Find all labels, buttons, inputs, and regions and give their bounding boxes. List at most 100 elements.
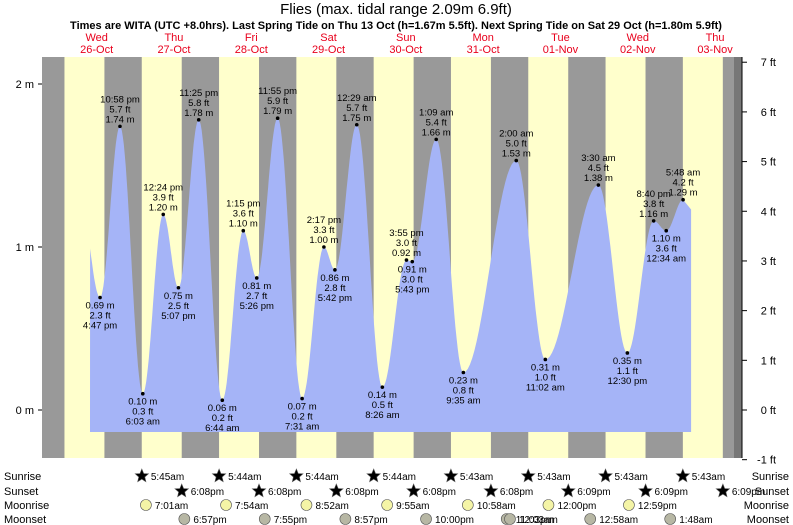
tide-label: 9:35 am xyxy=(446,396,480,407)
moonrise-icon xyxy=(623,499,635,511)
row-label-left: Moonset xyxy=(4,514,46,525)
moonset-time: 1:48am xyxy=(679,515,712,525)
moonrise-time: 8:52am xyxy=(315,501,348,512)
day-date: 02-Nov xyxy=(620,44,656,56)
tide-label: 1.0 ft xyxy=(535,372,556,383)
day-name: Thu xyxy=(706,32,725,44)
moonrise-icon xyxy=(381,499,393,511)
tide-label: 5:42 pm xyxy=(318,293,352,304)
right-tick-label: 3 ft xyxy=(761,256,776,268)
tide-label: 0.14 m xyxy=(368,390,397,401)
sunset-icon xyxy=(174,483,190,498)
tide-label: 0.23 m xyxy=(449,376,478,387)
tide-label: 1.29 m xyxy=(669,188,698,199)
moonset-icon xyxy=(178,513,191,525)
sunrise-time: 5:43am xyxy=(692,472,725,483)
tide-label: 0.92 m xyxy=(392,248,421,259)
tide-label: 3.6 ft xyxy=(656,244,677,255)
high-tide-point xyxy=(241,228,246,233)
high-tide-point xyxy=(514,158,519,163)
tide-label: 2:17 pm xyxy=(307,215,341,226)
left-tick-label: 0 m xyxy=(16,405,34,417)
tide-label: 10:58 pm xyxy=(100,94,140,105)
right-tick-label: 6 ft xyxy=(761,107,776,119)
moonset-icon xyxy=(258,513,271,525)
right-tick-label: 4 ft xyxy=(761,206,776,218)
chart-subtitle: Times are WITA (UTC +8.0hrs). Last Sprin… xyxy=(70,20,722,32)
tide-label: 6:44 am xyxy=(205,423,239,434)
day-date: 28-Oct xyxy=(235,44,268,56)
sunrise-icon xyxy=(520,468,536,483)
right-tick-label: 7 ft xyxy=(761,57,776,69)
tide-label: 0.86 m xyxy=(320,273,349,284)
tide-label: 3.9 ft xyxy=(153,192,174,203)
low-tide-point xyxy=(625,351,630,355)
low-tide-point xyxy=(140,391,145,396)
day-name: Mon xyxy=(472,32,493,44)
row-label-left: Moonrise xyxy=(4,500,49,512)
high-tide-point xyxy=(651,219,656,223)
tide-label: 0.06 m xyxy=(208,403,237,414)
tide-label: 1.75 m xyxy=(342,113,371,124)
moonset-time: 8:57pm xyxy=(354,515,387,525)
moonrise-time: 9:55am xyxy=(396,501,429,512)
day-date: 01-Nov xyxy=(543,44,579,56)
row-label-right: Sunrise xyxy=(752,471,789,483)
tide-label: 0.10 m xyxy=(128,397,157,408)
tide-label: 1.20 m xyxy=(149,202,178,213)
tide-label: 1.1 ft xyxy=(617,366,638,377)
sunset-icon xyxy=(251,483,267,498)
moonset-icon xyxy=(504,513,516,525)
moonset-time: 6:57pm xyxy=(193,515,226,525)
tide-label: 3:30 am xyxy=(581,153,615,164)
day-name: Sat xyxy=(320,32,337,44)
moonrise-icon xyxy=(542,499,555,511)
left-tick-label: 2 m xyxy=(16,79,34,91)
tide-label: 1.79 m xyxy=(263,106,292,117)
tide-label: 0.2 ft xyxy=(212,413,233,424)
tide-label: 12:30 pm xyxy=(608,376,648,387)
tide-label: 3.0 ft xyxy=(402,275,423,286)
row-label-left: Sunrise xyxy=(4,471,41,483)
moonrise-icon xyxy=(300,499,313,511)
day-date: 31-Oct xyxy=(467,44,500,56)
sunrise-time: 5:43am xyxy=(460,472,493,483)
moonset-time: 12:03am xyxy=(519,515,558,525)
day-date: 03-Nov xyxy=(697,44,733,56)
sunrise-time: 5:44am xyxy=(383,472,416,483)
tide-label: 12:29 am xyxy=(337,93,377,104)
tide-label: 0.07 m xyxy=(288,402,317,413)
moonset-time: 10:00pm xyxy=(435,515,474,525)
tide-label: 11:25 pm xyxy=(179,88,218,99)
day-name: Tue xyxy=(551,32,570,44)
tide-label: 3:55 pm xyxy=(389,228,423,239)
moonset-time: 11:03pm xyxy=(516,515,554,525)
tide-label: 7:31 am xyxy=(285,422,319,433)
tide-label: 1.10 m xyxy=(652,234,681,245)
tide-label: 5:26 pm xyxy=(240,301,274,312)
tide-label: 0.75 m xyxy=(164,291,193,302)
sunrise-icon xyxy=(675,468,691,483)
tide-label: 2.8 ft xyxy=(324,283,345,294)
tide-label: 2.3 ft xyxy=(89,311,110,322)
sunrise-time: 5:43am xyxy=(615,472,648,483)
moonrise-icon xyxy=(140,499,152,511)
day-date: 26-Oct xyxy=(80,44,113,56)
sunset-time: 6:09pm xyxy=(732,487,765,498)
tide-area xyxy=(90,118,692,432)
moonset-time: 7:55pm xyxy=(274,515,307,525)
tide-label: 2.5 ft xyxy=(168,301,189,312)
sunrise-icon xyxy=(211,468,227,483)
moonrise-time: 10:58am xyxy=(477,501,516,512)
tide-label: 1.16 m xyxy=(639,209,668,220)
sunset-icon xyxy=(483,483,499,498)
left-axis-metres: 0 m 1 m 2 m xyxy=(16,79,42,417)
sunset-time: 6:08pm xyxy=(268,487,301,498)
row-label-left: Sunset xyxy=(4,486,38,498)
sunrise-icon xyxy=(366,468,382,483)
sunset-icon xyxy=(328,483,344,498)
moonrise-time: 12:00pm xyxy=(557,501,596,512)
tide-label: 2:00 am xyxy=(499,129,533,140)
tide-label: 3.8 ft xyxy=(643,199,664,210)
